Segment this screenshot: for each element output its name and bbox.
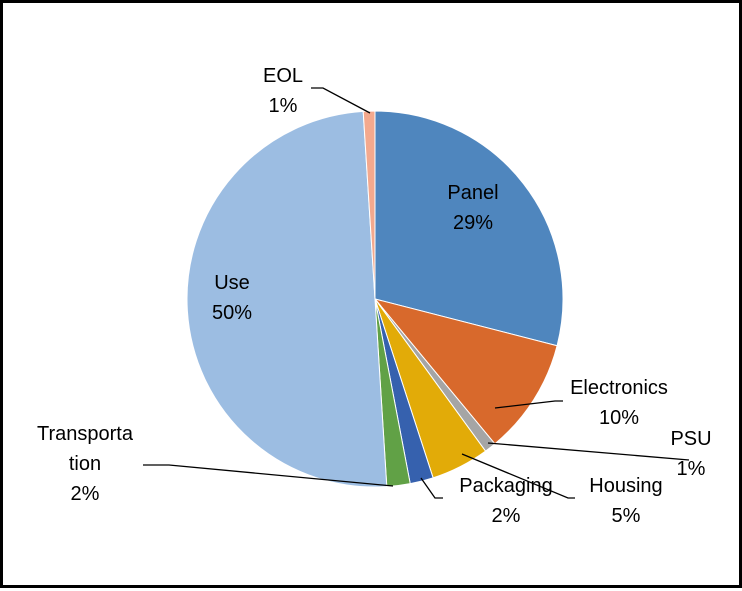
slice-label-panel: Panel <box>447 182 498 204</box>
leader-line-psu <box>487 442 690 461</box>
slice-value-electronics: 10% <box>599 407 639 429</box>
slice-value-packaging: 2% <box>492 505 521 527</box>
slice-value-eol: 1% <box>269 95 298 117</box>
slice-label-eol: EOL <box>263 65 303 87</box>
pie-slice-eol <box>362 110 376 300</box>
pie-slice-use <box>186 110 388 488</box>
slice-value-transportation: 2% <box>71 483 100 505</box>
slice-label-electronics: Electronics <box>570 377 668 399</box>
pie-chart: Panel 29% Electronics 10% PSU 1% Housing 5% Pack… <box>37 65 712 527</box>
pie-slice-panel <box>374 110 564 347</box>
slice-label-use: Use <box>214 272 250 294</box>
pie-slices <box>186 110 564 488</box>
slice-label-psu: PSU <box>670 428 711 450</box>
leader-lines <box>143 87 690 499</box>
slice-label-housing: Housing <box>589 475 662 497</box>
leader-line-electronics <box>494 400 563 409</box>
slice-value-housing: 5% <box>612 505 641 527</box>
leader-line-packaging <box>420 477 443 499</box>
slice-value-psu: 1% <box>677 458 706 480</box>
leader-line-housing <box>461 453 575 499</box>
slice-label-transportation: tion <box>69 453 101 475</box>
leader-line-eol <box>311 87 371 114</box>
slice-labels: Panel 29% Electronics 10% PSU 1% Housing 5% Pack… <box>37 65 712 527</box>
pie-slice-electronics <box>373 298 558 445</box>
slice-value-use: 50% <box>212 302 252 324</box>
slice-value-panel: 29% <box>453 212 493 234</box>
slice-label-packaging: Packaging <box>459 475 552 497</box>
leader-line-transportation <box>143 464 394 487</box>
slice-label-transportation: Transporta <box>37 423 134 445</box>
